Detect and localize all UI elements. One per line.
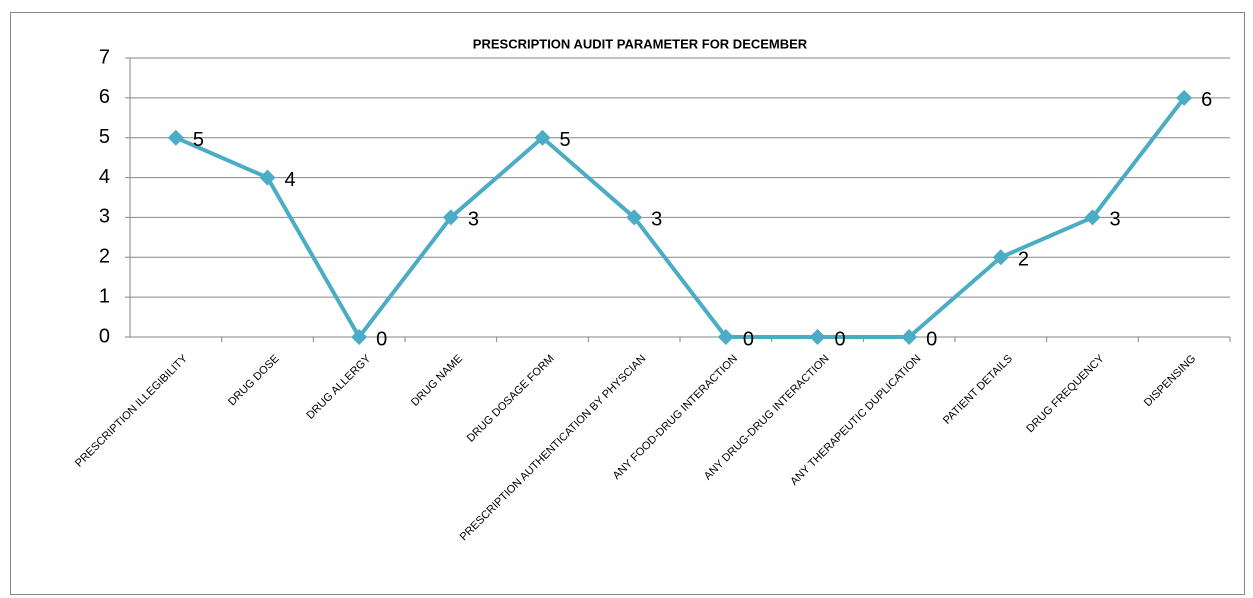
data-label: 0 — [376, 328, 387, 350]
data-label: 2 — [1018, 249, 1029, 271]
data-label: 6 — [1201, 89, 1212, 111]
data-label: 0 — [835, 328, 846, 350]
marker — [626, 209, 643, 226]
data-label: 3 — [468, 209, 479, 231]
marker — [809, 329, 826, 345]
marker — [1084, 209, 1101, 226]
y-tick-label: 0 — [99, 325, 110, 347]
marker — [442, 209, 459, 226]
data-label: 5 — [193, 129, 204, 151]
data-label: 4 — [285, 169, 296, 191]
data-label: 3 — [1110, 209, 1121, 231]
marker — [992, 249, 1009, 266]
marker — [1176, 89, 1193, 106]
marker — [717, 329, 734, 345]
marker — [901, 329, 918, 345]
y-tick-label: 4 — [99, 166, 110, 188]
data-label: 5 — [560, 129, 571, 151]
y-tick-label: 2 — [99, 246, 110, 268]
y-tick-label: 6 — [99, 86, 110, 108]
marker — [167, 129, 184, 146]
chart-frame — [10, 12, 1245, 595]
data-label: 3 — [651, 209, 662, 231]
y-tick-label: 7 — [99, 46, 110, 68]
chart-title: PRESCRIPTION AUDIT PARAMETER FOR DECEMBE… — [473, 36, 808, 51]
y-tick-label: 5 — [99, 126, 110, 148]
y-tick-label: 1 — [99, 285, 110, 307]
marker — [534, 129, 551, 146]
marker — [351, 329, 368, 345]
data-label: 0 — [743, 328, 754, 350]
data-label: 0 — [926, 328, 937, 350]
y-tick-label: 3 — [99, 206, 110, 228]
line — [175, 96, 1186, 339]
marker — [259, 169, 276, 186]
